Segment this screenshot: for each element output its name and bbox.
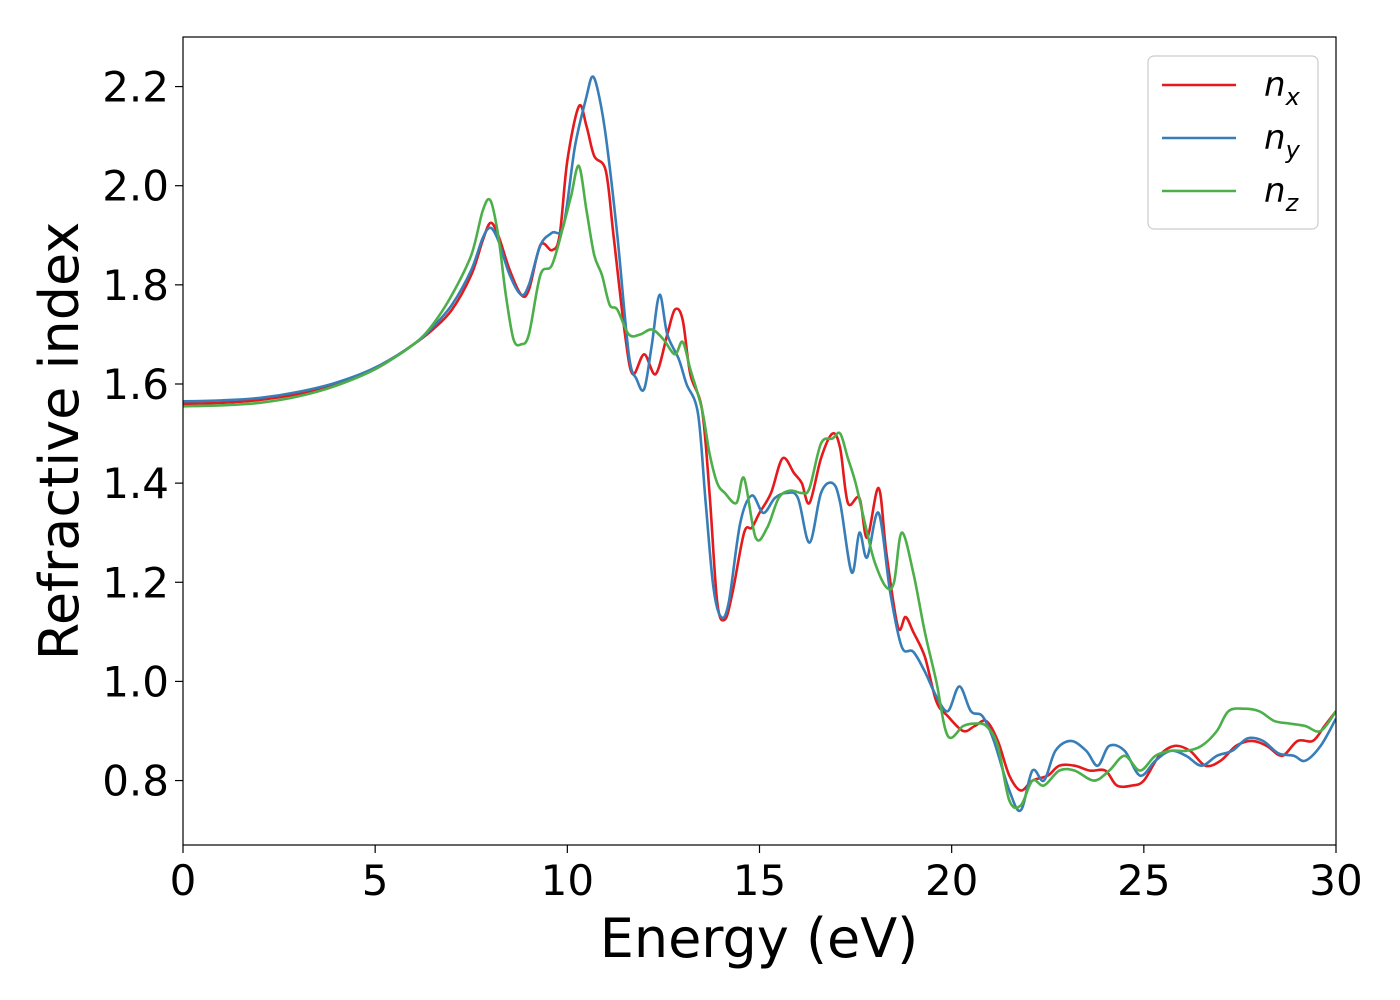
y-tick-label: 2.2 bbox=[102, 63, 169, 112]
series-layer bbox=[183, 75, 1336, 813]
x-tick-label: 0 bbox=[170, 856, 197, 905]
series-line-n-x bbox=[183, 103, 1336, 792]
y-axis-label: Refractive index bbox=[28, 222, 91, 661]
y-tick-label: 0.8 bbox=[102, 757, 169, 806]
y-tick-label: 1.2 bbox=[102, 558, 169, 607]
legend-box bbox=[1147, 55, 1319, 230]
y-tick-label: 1.8 bbox=[102, 261, 169, 310]
y-axis-ticks: 0.8 1.0 1.2 1.4 1.6 1.8 2.0 2.2 bbox=[102, 63, 183, 806]
x-tick-label: 10 bbox=[541, 856, 594, 905]
x-tick-label: 25 bbox=[1117, 856, 1170, 905]
y-tick-label: 2.0 bbox=[102, 162, 169, 211]
x-axis-label: Energy (eV) bbox=[600, 907, 919, 970]
y-tick-label: 1.0 bbox=[102, 657, 169, 706]
y-tick-label: 1.4 bbox=[102, 459, 169, 508]
series-line-n-z bbox=[183, 164, 1336, 810]
x-tick-label: 5 bbox=[362, 856, 389, 905]
x-tick-label: 30 bbox=[1309, 856, 1362, 905]
x-tick-label: 15 bbox=[733, 856, 786, 905]
x-axis-ticks: 0 5 10 15 20 25 30 bbox=[170, 845, 1363, 905]
y-tick-label: 1.6 bbox=[102, 360, 169, 409]
x-tick-label: 20 bbox=[925, 856, 978, 905]
series-line-n-y bbox=[183, 75, 1336, 813]
